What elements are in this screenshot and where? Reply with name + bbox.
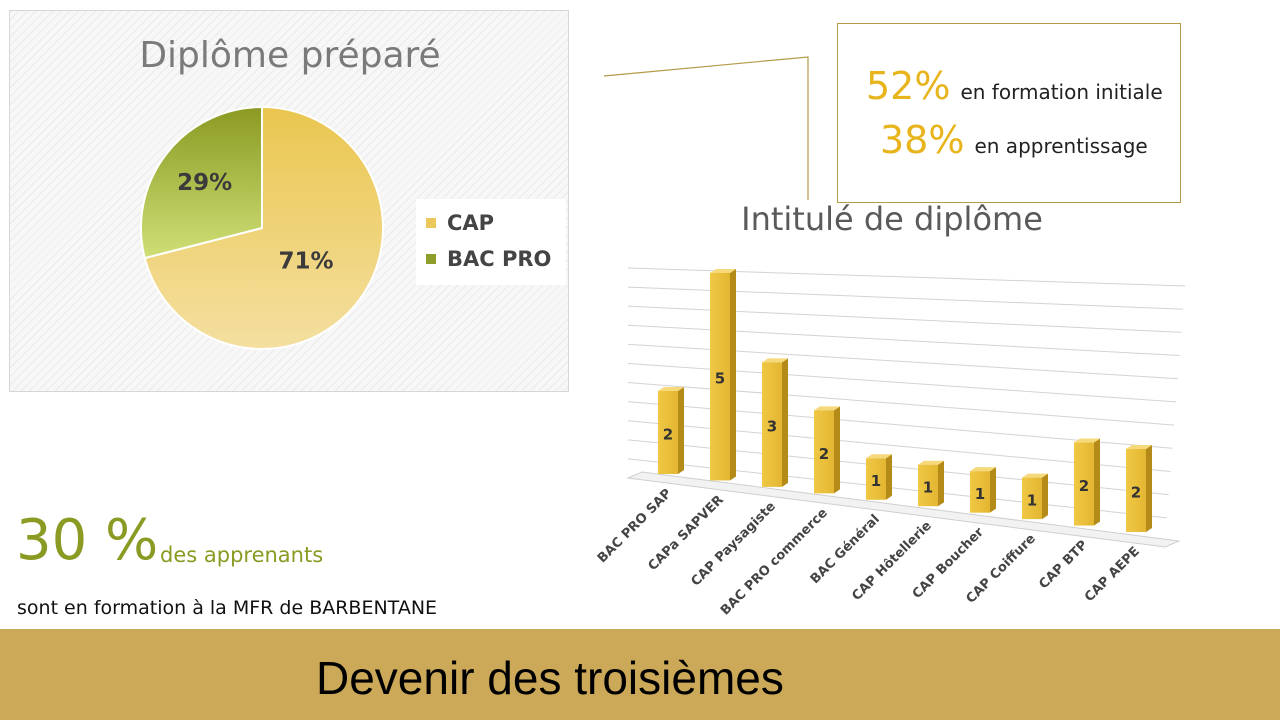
bar-top-cap-boucher xyxy=(970,467,996,472)
bar-value-cap-coiffure: 1 xyxy=(1027,491,1037,509)
legend-swatch-bac-pro xyxy=(426,254,436,264)
tick-label-cap-btp: CAP BTP xyxy=(1036,538,1090,592)
bar-top-bac-pro-sap xyxy=(658,387,684,391)
bar-chart-bars: 2 5 3 2 1 1 1 1 2 2 xyxy=(658,268,1152,532)
bar-side-capa-sapver xyxy=(730,268,736,481)
bar-front-cap-paysagiste xyxy=(762,362,782,487)
bar-side-cap-coiffure xyxy=(1042,473,1048,520)
bar-side-cap-aepe xyxy=(1146,445,1152,532)
bar-bac-general: 1 xyxy=(866,454,892,500)
callout-box: 52% en formation initiale 38% en apprent… xyxy=(837,23,1181,203)
bar-side-cap-hotellerie xyxy=(938,460,944,507)
callout-row-apprenticeship: 38% en apprentissage xyxy=(880,118,1148,162)
pie-slice-bac-pro xyxy=(140,105,263,260)
bar-side-bac-general xyxy=(886,454,892,500)
bar-front-cap-boucher xyxy=(970,471,990,513)
bar-front-cap-btp xyxy=(1074,442,1094,526)
bar-chart-title: Intitulé de diplôme xyxy=(741,200,1043,238)
bar-top-cap-paysagiste xyxy=(762,358,788,363)
bar-floor xyxy=(626,471,1181,548)
callout-row-initial: 52% en formation initiale xyxy=(866,64,1163,108)
callout-text-initial: en formation initiale xyxy=(960,80,1163,104)
bar-cap-coiffure: 1 xyxy=(1022,473,1048,520)
bar-bac-pro-commerce: 2 xyxy=(814,406,840,494)
stat-suffix: des apprenants xyxy=(160,543,324,567)
bar-front-capa-sapver xyxy=(710,272,730,481)
stat-percentage: 30 % xyxy=(16,508,159,573)
bar-front-bac-pro-commerce xyxy=(814,410,834,494)
bar-front-cap-aepe xyxy=(1126,449,1146,532)
bar-value-bac-general: 1 xyxy=(871,472,881,490)
bar-side-bac-pro-commerce xyxy=(834,406,840,494)
bar-value-cap-aepe: 2 xyxy=(1131,484,1141,502)
bar-top-cap-coiffure xyxy=(1022,473,1048,478)
bar-front-bac-general xyxy=(866,458,886,500)
bar-value-bac-pro-commerce: 2 xyxy=(819,445,829,463)
pie-chart: 71% 29% xyxy=(140,105,384,350)
bar-value-cap-btp: 2 xyxy=(1079,477,1089,495)
tick-label-cap-aepe: CAP AEPE xyxy=(1082,544,1143,605)
pie-legend: CAP BAC PRO xyxy=(416,199,566,285)
pie-chart-panel: Diplôme préparé 71% 29% CAP BAC PRO xyxy=(9,10,569,392)
bar-cap-paysagiste: 3 xyxy=(762,358,788,487)
bar-top-capa-sapver xyxy=(710,268,736,273)
bar-cap-btp: 2 xyxy=(1074,438,1100,526)
bar-value-capa-sapver: 5 xyxy=(715,370,725,388)
bar-front-cap-coiffure xyxy=(1022,477,1042,520)
bar-top-bac-general xyxy=(866,454,892,459)
pie-label-cap: 71% xyxy=(278,249,333,275)
bar-side-bac-pro-sap xyxy=(678,387,684,474)
bar-front-cap-hotellerie xyxy=(918,464,938,507)
bar-value-cap-hotellerie: 1 xyxy=(923,478,933,496)
bar-side-cap-btp xyxy=(1094,438,1100,526)
legend-swatch-cap xyxy=(426,218,436,228)
callout-pct-apprenticeship: 38% xyxy=(880,118,965,162)
callout-text-apprenticeship: en apprentissage xyxy=(974,134,1148,158)
legend-item-cap: CAP xyxy=(426,205,556,241)
legend-label-cap: CAP xyxy=(447,211,495,235)
bar-capa-sapver: 5 xyxy=(710,268,736,481)
bar-cap-boucher: 1 xyxy=(970,467,996,513)
pie-chart-title: Diplôme préparé xyxy=(139,35,441,76)
bar-side-cap-paysagiste xyxy=(782,358,788,487)
bar-side-cap-boucher xyxy=(990,467,996,513)
bar-front-bac-pro-sap xyxy=(658,391,678,474)
bar-top-cap-btp xyxy=(1074,438,1100,443)
bar-value-cap-paysagiste: 3 xyxy=(767,418,777,436)
footer-title: Devenir des troisièmes xyxy=(316,652,784,704)
bar-value-cap-boucher: 1 xyxy=(975,485,985,503)
bar-value-bac-pro-sap: 2 xyxy=(663,426,673,444)
bar-cap-hotellerie: 1 xyxy=(918,460,944,507)
bar-top-bac-pro-commerce xyxy=(814,406,840,411)
tick-label-bac-pro-commerce: BAC PRO commerce xyxy=(718,505,831,618)
bar-top-cap-aepe xyxy=(1126,445,1152,449)
legend-label-bac-pro: BAC PRO xyxy=(447,247,552,271)
bar-top-cap-hotellerie xyxy=(918,460,944,465)
stat-description: sont en formation à la MFR de BARBENTANE xyxy=(17,597,438,619)
legend-item-bac-pro: BAC PRO xyxy=(426,241,556,277)
callout-pct-initial: 52% xyxy=(866,64,951,108)
bar-cap-aepe: 2 xyxy=(1126,445,1152,532)
pie-label-bac-pro: 29% xyxy=(177,170,232,196)
pie-slice-cap xyxy=(143,105,384,350)
bar-bac-pro-sap: 2 xyxy=(658,387,684,474)
bar-gridline xyxy=(627,382,1175,426)
footer-banner: Devenir des troisièmes xyxy=(0,629,1280,720)
